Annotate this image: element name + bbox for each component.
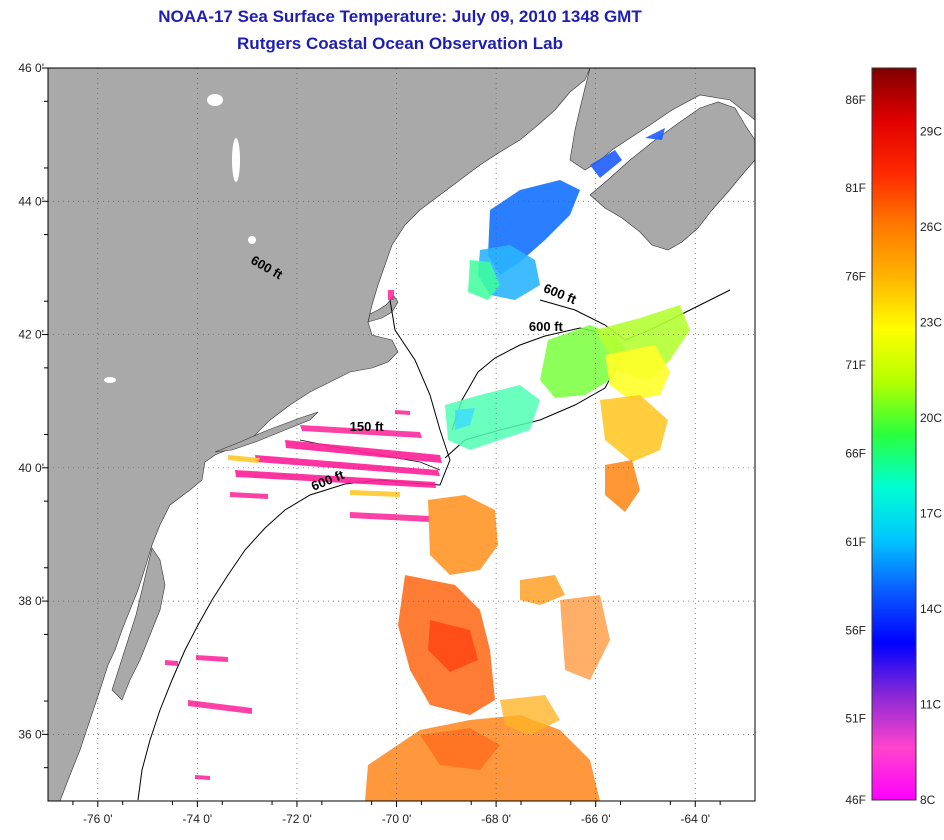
colorbar-c-label: 11C [920,698,941,712]
sst-data [165,128,690,801]
lon-tick-label: -66 0' [581,812,611,826]
land-us-coast [48,68,591,801]
lat-tick-label: 36 0' [18,727,44,741]
colorbar-f-label: 71F [845,358,866,372]
land-long-island [214,411,319,453]
colorbar-f-label: 66F [845,446,866,460]
lon-tick-label: -70 0' [382,812,412,826]
colorbar-c-label: 26C [920,220,942,234]
lat-tick-label: 38 0' [18,594,44,608]
map-title: NOAA-17 Sea Surface Temperature: July 09… [158,7,642,26]
colorbar-c-label: 20C [920,411,942,425]
colorbar-labels: 86F 81F 76F 71F 66F 61F 56F 51F 46F 29C 26C 23C 20C 1… [845,93,942,807]
land-maritimes [569,68,755,171]
colorbar-c-label: 23C [920,316,942,330]
lat-tick-label: 40 0' [18,461,44,475]
colorbar-f-label: 81F [845,181,866,195]
colorbar [871,67,917,801]
colorbar-c-label: 29C [920,125,942,139]
contour-label: 600 ft [529,319,564,334]
lake [104,377,116,383]
colorbar-f-label: 61F [845,535,866,549]
lon-tick-label: -68 0' [481,812,511,826]
lat-tick-label: 46 0' [18,61,44,75]
colorbar-c-label: 8C [920,793,936,807]
contour-600ft [137,299,451,801]
land-nova-scotia [589,101,755,251]
colorbar-c-label: 14C [920,602,942,616]
lake [248,236,256,244]
colorbar-f-label: 56F [845,623,866,637]
lat-tick-label: 42 0' [18,328,44,342]
lon-tick-label: -72 0' [282,812,312,826]
lat-tick-label: 44 0' [18,194,44,208]
colorbar-f-label: 86F [845,93,866,107]
grid-lines [48,67,755,801]
colorbar-c-label: 17C [920,507,942,521]
lon-tick-label: -74 0' [183,812,213,826]
lon-tick-label: -76 0' [83,812,113,826]
colorbar-f-label: 46F [845,793,866,807]
land-delmarva [111,547,166,701]
lon-tick-label: -64 0' [680,812,710,826]
contour-label: 150 ft [350,419,385,434]
map-subtitle: Rutgers Coastal Ocean Observation Lab [237,34,563,53]
lake [207,94,223,106]
colorbar-f-label: 76F [845,270,866,284]
lake [232,138,240,182]
axis-ticks: -76 0' -74 0' -72 0' -70 0' -68 0' -66 0' -64 … [18,61,721,826]
colorbar-f-label: 51F [845,712,866,726]
